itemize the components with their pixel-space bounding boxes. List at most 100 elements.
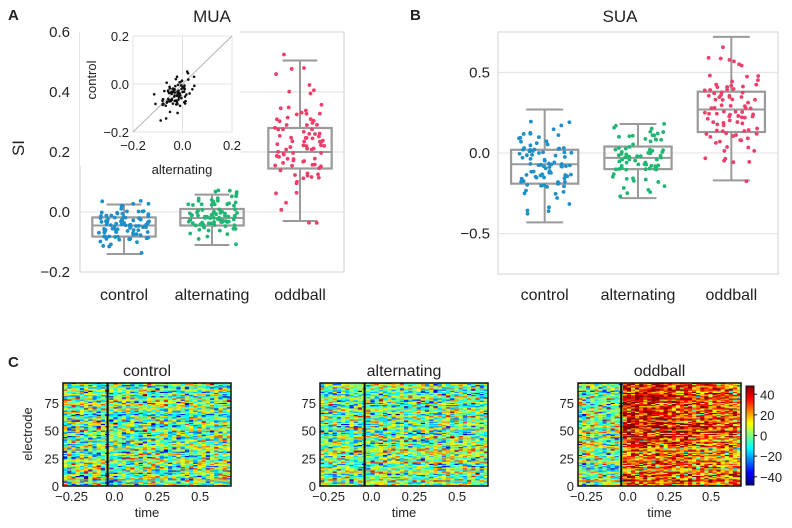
data-point (277, 119, 282, 124)
heatmap-cell (117, 420, 123, 423)
heatmap-cell (193, 388, 198, 391)
heatmap-cell (387, 385, 392, 387)
heatmap-cell (134, 440, 139, 443)
heatmap-cell (222, 462, 228, 465)
heatmap-cell (168, 448, 173, 450)
heatmap-cell (155, 398, 160, 401)
heatmap-cell (138, 421, 144, 424)
heatmap-cell (138, 473, 144, 476)
heatmap-cell (63, 385, 68, 387)
heatmap-cell (134, 441, 139, 444)
heatmap-cell (433, 397, 438, 399)
heatmap-cell (193, 456, 198, 458)
heatmap-cell (71, 398, 76, 401)
heatmap-cell (184, 479, 190, 481)
heatmap-cell (155, 412, 160, 415)
data-point (739, 138, 744, 143)
heatmap-cell (218, 441, 223, 444)
heatmap-cell (214, 384, 219, 386)
heatmap-cell (126, 459, 131, 461)
heatmap-cell (142, 448, 148, 450)
data-point (319, 143, 323, 148)
heatmap-cell (184, 420, 190, 423)
heatmap-cell (168, 418, 173, 420)
heatmap-cell (134, 389, 139, 392)
heatmap-cell (84, 412, 89, 415)
heatmap-cell (193, 468, 198, 470)
heatmap-cell (197, 436, 202, 438)
heatmap-cell (324, 390, 329, 393)
heatmap-cell (92, 406, 97, 408)
heatmap-cell (176, 458, 181, 460)
heatmap-cell (130, 388, 135, 391)
heatmap-cell (189, 432, 194, 435)
heatmap-cell (117, 394, 123, 396)
heatmap-cell (172, 421, 177, 424)
heatmap-cell (96, 398, 102, 401)
heatmap-cell (63, 445, 68, 447)
heatmap-cell (210, 466, 215, 468)
heatmap-cell (117, 417, 123, 419)
heatmap-cell (353, 387, 359, 389)
heatmap-cell (88, 419, 93, 422)
data-point (542, 183, 547, 188)
heatmap-cell (63, 451, 68, 454)
heatmap-cell (117, 481, 123, 484)
heatmap-cell (441, 383, 447, 385)
heatmap-cell (214, 397, 219, 399)
heatmap-cell (155, 461, 160, 464)
heatmap-cell (155, 454, 160, 457)
heatmap-cell (214, 427, 219, 429)
heatmap-cell (117, 439, 123, 441)
heatmap-cell (176, 427, 181, 429)
heatmap-cell (109, 468, 114, 470)
heatmap-cell (218, 449, 223, 451)
heatmap-cell (218, 474, 223, 477)
heatmap-cell (75, 453, 81, 456)
heatmap-cell (446, 384, 451, 386)
data-point (229, 194, 234, 199)
data-point (567, 163, 572, 168)
heatmap-cell (201, 397, 207, 399)
heatmap-cell (218, 404, 223, 406)
heatmap-cell (201, 483, 207, 486)
heatmap-cell (450, 383, 455, 385)
heatmap-cell (324, 394, 329, 396)
heatmap-cell (79, 397, 85, 399)
heatmap-cell (205, 454, 211, 457)
heatmap-cell (84, 456, 89, 458)
heatmap-cell (84, 436, 89, 438)
data-point (528, 143, 533, 148)
heatmap-cell (197, 468, 202, 470)
heatmap-cell (121, 406, 127, 408)
data-point (560, 164, 564, 169)
heatmap-cell (134, 480, 139, 482)
heatmap-cell (109, 479, 114, 481)
heatmap-cell (75, 457, 81, 459)
heatmap-cell (79, 482, 85, 485)
data-point (619, 151, 624, 156)
heatmap-cell (134, 474, 139, 477)
heatmap-cell (180, 404, 186, 406)
heatmap-cell (147, 448, 152, 450)
heatmap-cell (92, 459, 97, 461)
heatmap-cell (109, 384, 114, 386)
heatmap-cell (214, 449, 219, 451)
heatmap-cell (159, 449, 165, 451)
heatmap-cell (370, 388, 375, 391)
heatmap-cell (193, 429, 198, 432)
heatmap-cell (67, 460, 72, 463)
heatmap-cell (151, 420, 156, 423)
heatmap-cell (117, 405, 123, 407)
heatmap-cell (130, 448, 135, 450)
heatmap-cell (467, 391, 472, 394)
heatmap-cell (92, 458, 97, 460)
heatmap-cell (155, 474, 160, 477)
heatmap-cell (197, 447, 202, 449)
heatmap-cell (142, 478, 148, 480)
heatmap-cell (134, 458, 139, 460)
heatmap-cell (168, 388, 173, 391)
heatmap-cell (75, 394, 81, 396)
heatmap-cell (176, 389, 181, 392)
data-point (227, 201, 231, 206)
